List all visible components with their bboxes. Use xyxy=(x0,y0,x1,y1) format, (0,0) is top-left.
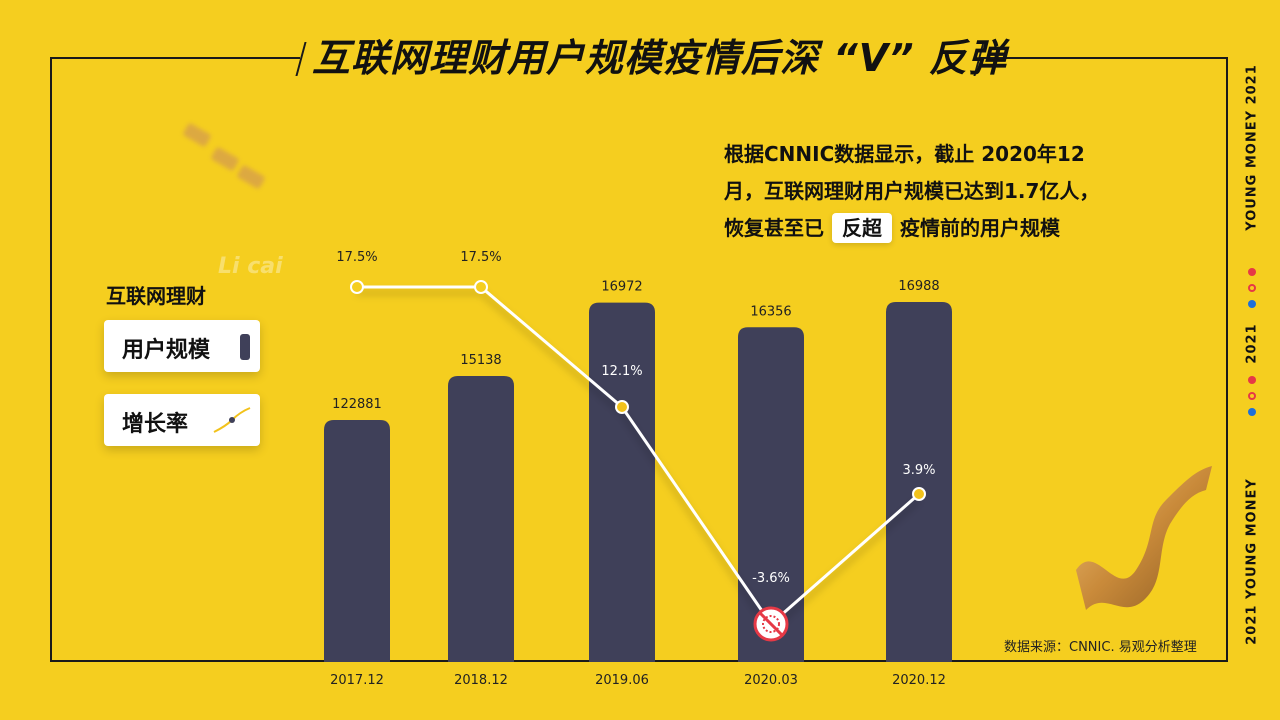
sidebar-dot-ring xyxy=(1248,284,1256,292)
note-line-3-post: 疫情前的用户规模 xyxy=(900,216,1060,240)
legend-bar-swatch-icon xyxy=(240,334,250,360)
legend-line-swatch-icon xyxy=(213,407,251,433)
ghost-text: Li cai xyxy=(218,254,283,279)
note-highlight: 反超 xyxy=(832,213,892,243)
sidebar-dot-blue xyxy=(1248,300,1256,308)
legend-title: 互联网理财 xyxy=(106,284,206,308)
frame-top-right-line xyxy=(980,57,1228,59)
x-tick-label: 2019.06 xyxy=(595,673,649,688)
page-title: 互联网理财用户规模疫情后深 “V” 反弹 xyxy=(312,36,1007,80)
sidebar-text-bottom: 2021 YOUNG MONEY xyxy=(1244,478,1260,645)
sidebar-dot-blue xyxy=(1248,408,1256,416)
frame-top-left-line xyxy=(50,57,300,59)
note-line-2: 月，互联网理财用户规模已达到1.7亿人， xyxy=(724,179,1100,203)
sidebar: YOUNG MONEY 2021 2021 2021 YOUNG MONEY xyxy=(1232,60,1272,660)
legend-line-card: 增长率 xyxy=(104,394,260,446)
legend-line-label: 增长率 xyxy=(122,412,189,437)
legend-bar-label: 用户规模 xyxy=(122,338,211,363)
gold-ribbon-decoration xyxy=(1076,466,1212,610)
x-tick-label: 2020.12 xyxy=(892,673,946,688)
chart-note: 根据CNNIC数据显示，截止 2020年12 月，互联网理财用户规模已达到1.7… xyxy=(724,136,1164,247)
x-tick-label: 2020.03 xyxy=(744,673,798,688)
sidebar-dot-ring xyxy=(1248,392,1256,400)
sidebar-dot-red xyxy=(1248,376,1256,384)
sidebar-text-middle: 2021 xyxy=(1244,323,1260,364)
x-tick-label: 2018.12 xyxy=(454,673,508,688)
note-line-3: 恢复甚至已 反超 疫情前的用户规模 xyxy=(724,210,1164,247)
x-tick-label: 2017.12 xyxy=(330,673,384,688)
note-line-1: 根据CNNIC数据显示，截止 2020年12 xyxy=(724,142,1085,166)
note-line-3-pre: 恢复甚至已 xyxy=(724,216,824,240)
sidebar-dot-red xyxy=(1248,268,1256,276)
data-source: 数据来源：CNNIC. 易观分析整理 xyxy=(1004,640,1197,655)
legend-bar-card: 用户规模 xyxy=(104,320,260,372)
sidebar-text-top: YOUNG MONEY 2021 xyxy=(1244,64,1260,231)
